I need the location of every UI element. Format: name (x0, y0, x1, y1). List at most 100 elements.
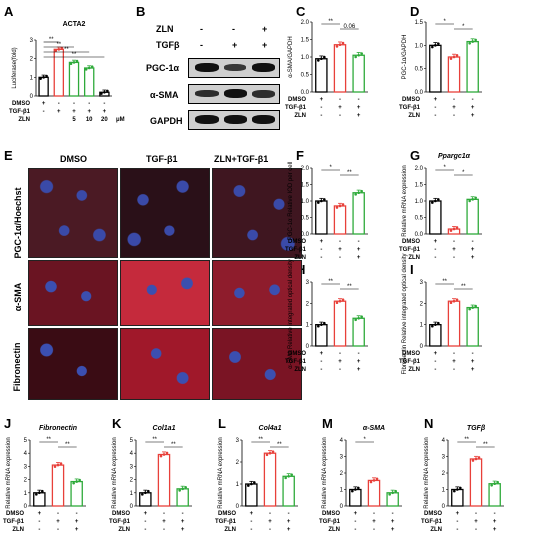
microscopy-col-label: ZLN+TGF-β1 (214, 154, 269, 164)
y-tick-label: 3 (236, 438, 240, 444)
y-tick-label: 1.5 (415, 20, 424, 26)
treatment-row-label: DMSO (322, 511, 340, 517)
data-point (323, 321, 326, 325)
y-tick-label: 3 (24, 464, 28, 470)
data-point (468, 307, 471, 311)
treatment-sign: + (357, 367, 361, 373)
data-point (431, 45, 434, 49)
treatment-sign: 20 (101, 117, 108, 123)
treatment-sign: + (87, 109, 91, 115)
treatment-sign: + (357, 359, 361, 365)
data-point (434, 323, 437, 326)
treatment-row-label: ZLN (12, 527, 24, 533)
data-point (320, 57, 323, 61)
treatment-row-label: TGF-β1 (285, 247, 307, 253)
treatment-sign: + (268, 519, 272, 525)
treatment-row-label: ZLN (294, 113, 306, 119)
treatment-sign: - (472, 351, 474, 357)
treatment-sign: + (434, 351, 438, 357)
treatment-sign: - (38, 527, 40, 533)
treatment-sign: - (453, 351, 455, 357)
treatment-sign: - (288, 511, 290, 517)
treatment-sign: - (339, 351, 341, 357)
significance-label: ** (464, 437, 469, 443)
treatment-sign: - (320, 255, 322, 261)
treatment-sign: - (103, 101, 105, 107)
panel-letter-D: D (410, 4, 420, 19)
panel-letter-G: G (410, 148, 421, 163)
significance-label: ** (258, 437, 263, 443)
data-point (56, 463, 60, 467)
y-tick-label: 3 (340, 455, 344, 461)
treatment-sign: + (72, 109, 76, 115)
treatment-sign: - (320, 105, 322, 111)
treatment-sign: - (434, 367, 436, 373)
treatment-sign: + (357, 247, 361, 253)
data-point (452, 227, 456, 231)
treatment-sign: - (358, 351, 360, 357)
treatment-sign: - (269, 511, 271, 517)
microscopy-tile (120, 260, 210, 326)
data-point (468, 199, 471, 203)
data-point (455, 226, 459, 229)
data-point (287, 475, 290, 478)
panel-letter-F: F (296, 148, 304, 163)
panel-letter-E: E (4, 148, 13, 163)
y-tick-label: 1 (420, 323, 424, 329)
y-tick-label: 2 (420, 301, 424, 307)
significance-label: * (443, 165, 446, 171)
microscopy-tile (120, 168, 210, 258)
data-point (106, 89, 109, 93)
treatment-row-label: TGF-β1 (319, 519, 341, 525)
treatment-sign: - (57, 511, 59, 517)
data-point (54, 49, 58, 52)
significance-label: * (462, 170, 465, 176)
data-point (317, 324, 320, 328)
data-point (437, 198, 440, 201)
data-point (354, 55, 357, 59)
blot-tgf-sign: - (200, 40, 203, 50)
y-tick-label: 0 (340, 504, 344, 510)
y-tick-label: 0.0 (415, 90, 424, 96)
treatment-sign: - (88, 101, 90, 107)
treatment-sign: - (163, 511, 165, 517)
bar (333, 44, 347, 93)
data-point (250, 482, 253, 486)
y-tick-label: 2 (24, 478, 28, 484)
significance-label: * (462, 24, 465, 30)
blot-zln-sign: + (262, 24, 268, 34)
y-tick-label: 3 (306, 280, 310, 286)
treatment-row-label: TGF-β1 (399, 247, 421, 253)
treatment-sign: - (320, 247, 322, 253)
data-point (35, 493, 38, 496)
treatment-sign: + (287, 519, 291, 525)
significance-label: ** (442, 279, 447, 285)
data-point (159, 454, 163, 458)
data-point (87, 66, 91, 70)
data-point (490, 484, 493, 487)
data-point (496, 480, 499, 484)
y-tick-label: 1.5 (415, 183, 424, 189)
treatment-sign: - (456, 519, 458, 525)
chart-title: Fibronectin (39, 425, 77, 432)
blot-band (224, 64, 246, 71)
treatment-sign: - (73, 101, 75, 107)
bar (282, 475, 295, 507)
treatment-sign: + (181, 519, 185, 525)
treatment-sign: + (434, 239, 438, 245)
treatment-sign: + (493, 527, 497, 533)
data-point (247, 484, 250, 487)
bar (157, 453, 171, 507)
data-point (452, 299, 456, 303)
data-point (317, 59, 320, 62)
treatment-sign: + (471, 359, 475, 365)
treatment-sign: + (42, 101, 46, 107)
significance-label: ** (483, 442, 488, 448)
treatment-row-label: TGF-β1 (109, 519, 131, 525)
data-point (338, 204, 342, 208)
y-tick-label: 1 (24, 491, 28, 497)
significance-label: ** (49, 37, 54, 43)
bar (352, 317, 365, 347)
y-tick-label: 1.0 (301, 199, 310, 205)
treatment-sign: - (475, 511, 477, 517)
